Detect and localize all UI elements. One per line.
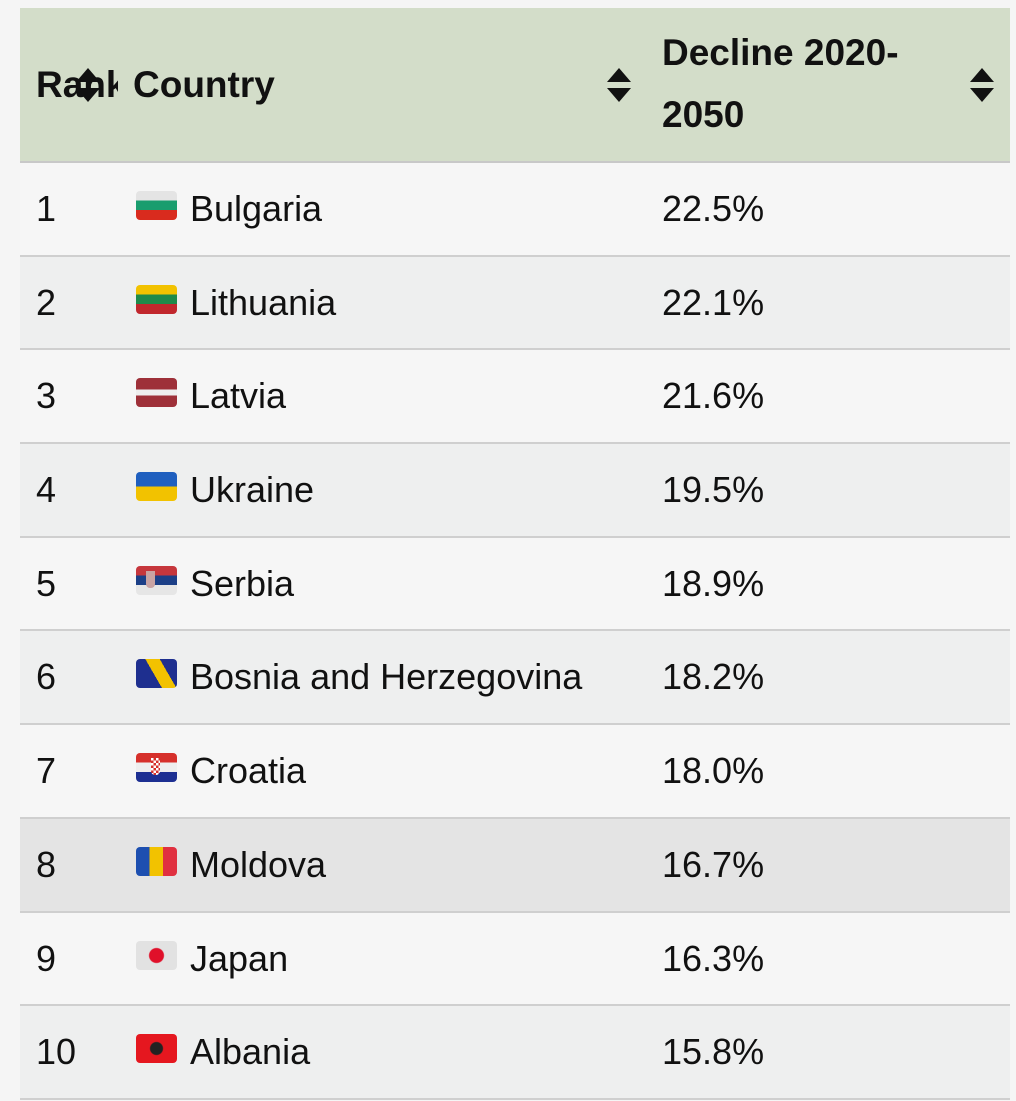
- flag-lv-icon: [136, 378, 177, 408]
- country-cell: Serbia: [190, 562, 295, 604]
- rank-cell: 2: [36, 281, 57, 323]
- rank-cell: 9: [36, 937, 57, 979]
- country-cell: Lithuania: [190, 281, 337, 323]
- rank-cell: 1: [36, 188, 57, 229]
- sort-icon[interactable]: [76, 68, 100, 102]
- table-row: 8 Moldova 16.7%: [20, 818, 1010, 913]
- flag-ba-icon: [136, 659, 177, 689]
- flag-bg-icon: [136, 191, 177, 220]
- table-row: 9 Japan 16.3%: [20, 912, 1010, 1007]
- flag-lt-icon: [136, 284, 177, 314]
- table-row: 10 Albania 15.8%: [20, 1006, 1010, 1100]
- country-cell: Croatia: [190, 750, 307, 792]
- decline-cell: 18.0%: [662, 750, 765, 792]
- rank-cell: 10: [36, 1031, 77, 1073]
- rank-cell: 3: [36, 375, 57, 417]
- rank-cell: 7: [36, 750, 57, 792]
- table-row: 5 Serbia 18.9%: [20, 537, 1010, 632]
- country-cell: Ukraine: [190, 469, 315, 511]
- decline-cell: 22.5%: [662, 188, 765, 229]
- table-row: 7 Croatia 18.0%: [20, 725, 1010, 819]
- table-row: 2 Lithuania 22.1%: [20, 256, 1010, 351]
- decline-cell: 22.1%: [662, 281, 765, 323]
- country-cell: Bulgaria: [190, 188, 323, 229]
- rank-cell: 6: [36, 656, 57, 698]
- table-row: 4 Ukraine 19.5%: [20, 444, 1010, 538]
- population-decline-table: Rank Country Decline 2020-2050 1 Bulgaria…: [20, 8, 1010, 1100]
- decline-cell: 16.7%: [662, 843, 765, 885]
- flag-rs-icon: [136, 565, 177, 595]
- decline-cell: 18.9%: [662, 562, 765, 604]
- decline-cell: 15.8%: [662, 1031, 765, 1073]
- table-row: 3 Latvia 21.6%: [20, 350, 1010, 445]
- country-cell: Japan: [190, 937, 289, 979]
- sort-icon[interactable]: [970, 68, 994, 102]
- table-body: 1 Bulgaria 22.5% 2 Lithuania 22.1% 3 Latvia 21.6…: [20, 163, 1010, 1100]
- country-cell: Albania: [190, 1031, 311, 1073]
- country-cell: Moldova: [190, 843, 327, 885]
- decline-cell: 19.5%: [662, 469, 765, 511]
- flag-al-icon: [136, 1034, 177, 1064]
- flag-jp-icon: [136, 940, 177, 970]
- rank-cell: 8: [36, 843, 57, 885]
- flag-hr-icon: [136, 753, 177, 783]
- table-header: Rank Country Decline 2020-2050: [20, 8, 1010, 163]
- decline-cell: 18.2%: [662, 656, 765, 698]
- column-header-decline[interactable]: Decline 2020-2050: [662, 32, 899, 135]
- country-cell: Latvia: [190, 375, 287, 417]
- rank-cell: 5: [36, 562, 57, 604]
- sort-icon[interactable]: [607, 68, 631, 102]
- country-cell: Bosnia and Herzegovina: [190, 656, 583, 698]
- decline-cell: 16.3%: [662, 937, 765, 979]
- rank-cell: 4: [36, 469, 57, 511]
- decline-cell: 21.6%: [662, 375, 765, 417]
- table-row: 1 Bulgaria 22.5%: [20, 163, 1010, 257]
- flag-ua-icon: [136, 472, 177, 502]
- column-header-country[interactable]: Country: [133, 64, 275, 105]
- flag-md-icon: [136, 846, 177, 876]
- table-row: 6 Bosnia and Herzegovina 18.2%: [20, 631, 1010, 726]
